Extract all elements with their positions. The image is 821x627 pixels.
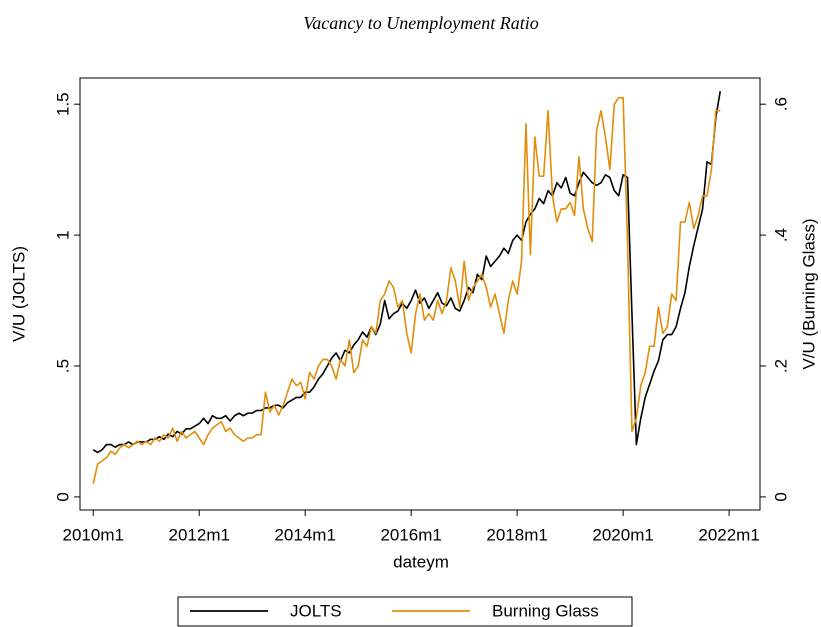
series-line (92, 96, 721, 484)
y2-tick-label: .2 (771, 359, 790, 373)
plot-frame (79, 77, 761, 511)
legend-label: JOLTS (290, 601, 342, 620)
x-tick-label: 2016m1 (380, 525, 441, 544)
x-tick-label: 2014m1 (274, 525, 335, 544)
y2-tick-label: .4 (771, 228, 790, 242)
y-tick-label: 1 (53, 230, 72, 239)
x-tick-label: 2010m1 (63, 525, 124, 544)
x-tick-label: 2020m1 (592, 525, 653, 544)
x-axis-title: dateym (393, 552, 449, 571)
y-tick-label: 0 (53, 492, 72, 501)
series-line (92, 90, 722, 454)
x-tick-label: 2022m1 (698, 525, 759, 544)
y-tick-label: .5 (53, 359, 72, 373)
y2-axis-title: V/U (Burning Glass) (799, 218, 818, 369)
y2-tick-label: 0 (771, 492, 790, 501)
x-tick-label: 2012m1 (169, 525, 230, 544)
chart-title: Vacancy to Unemployment Ratio (303, 13, 538, 33)
x-tick-label: 2018m1 (486, 525, 547, 544)
y-axis-title: V/U (JOLTS) (9, 246, 28, 342)
legend-label: Burning Glass (492, 601, 599, 620)
y-tick-label: 1.5 (53, 92, 72, 116)
y2-tick-label: .6 (771, 97, 790, 111)
